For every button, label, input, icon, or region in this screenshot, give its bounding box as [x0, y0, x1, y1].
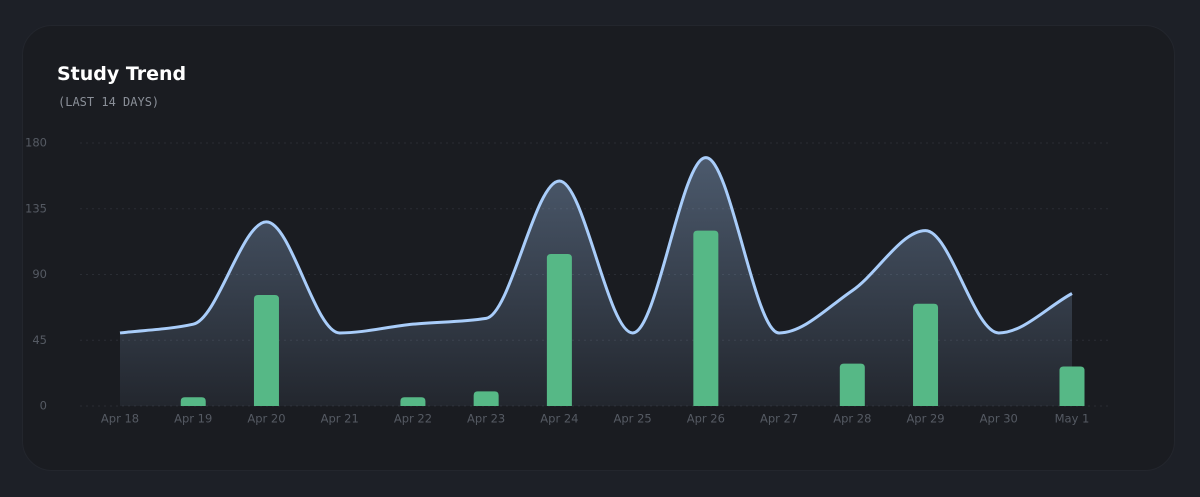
- y-tick-label: 45: [32, 333, 47, 347]
- x-tick-label: Apr 20: [247, 412, 285, 426]
- bar: [180, 397, 206, 406]
- x-tick-label: Apr 26: [687, 412, 725, 426]
- x-tick-label: Apr 19: [174, 412, 212, 426]
- x-tick-label: Apr 27: [760, 412, 798, 426]
- x-tick-label: Apr 28: [833, 412, 871, 426]
- x-tick-label: Apr 18: [101, 412, 139, 426]
- bar: [400, 397, 426, 406]
- y-tick-label: 135: [25, 201, 47, 215]
- bar: [546, 254, 572, 406]
- x-tick-label: Apr 22: [394, 412, 432, 426]
- bar: [1059, 366, 1085, 406]
- x-tick-label: Apr 29: [906, 412, 944, 426]
- bar: [693, 230, 719, 406]
- x-tick-label: Apr 23: [467, 412, 505, 426]
- bar: [253, 294, 279, 406]
- y-tick-label: 0: [40, 399, 47, 413]
- chart-title: Study Trend: [57, 63, 187, 85]
- y-tick-label: 180: [25, 136, 47, 150]
- line: [119, 156, 1073, 335]
- bar: [473, 391, 499, 406]
- x-tick-label: Apr 24: [540, 412, 578, 426]
- x-tick-label: Apr 30: [980, 412, 1018, 426]
- chart-subtitle: (LAST 14 DAYS): [58, 95, 160, 109]
- x-tick-label: May 1: [1055, 412, 1090, 426]
- x-tick-label: Apr 21: [321, 412, 359, 426]
- bar: [913, 303, 939, 406]
- bar: [839, 363, 865, 406]
- y-tick-label: 90: [32, 267, 47, 281]
- line-area: [120, 157, 1072, 406]
- x-tick-label: Apr 25: [614, 412, 652, 426]
